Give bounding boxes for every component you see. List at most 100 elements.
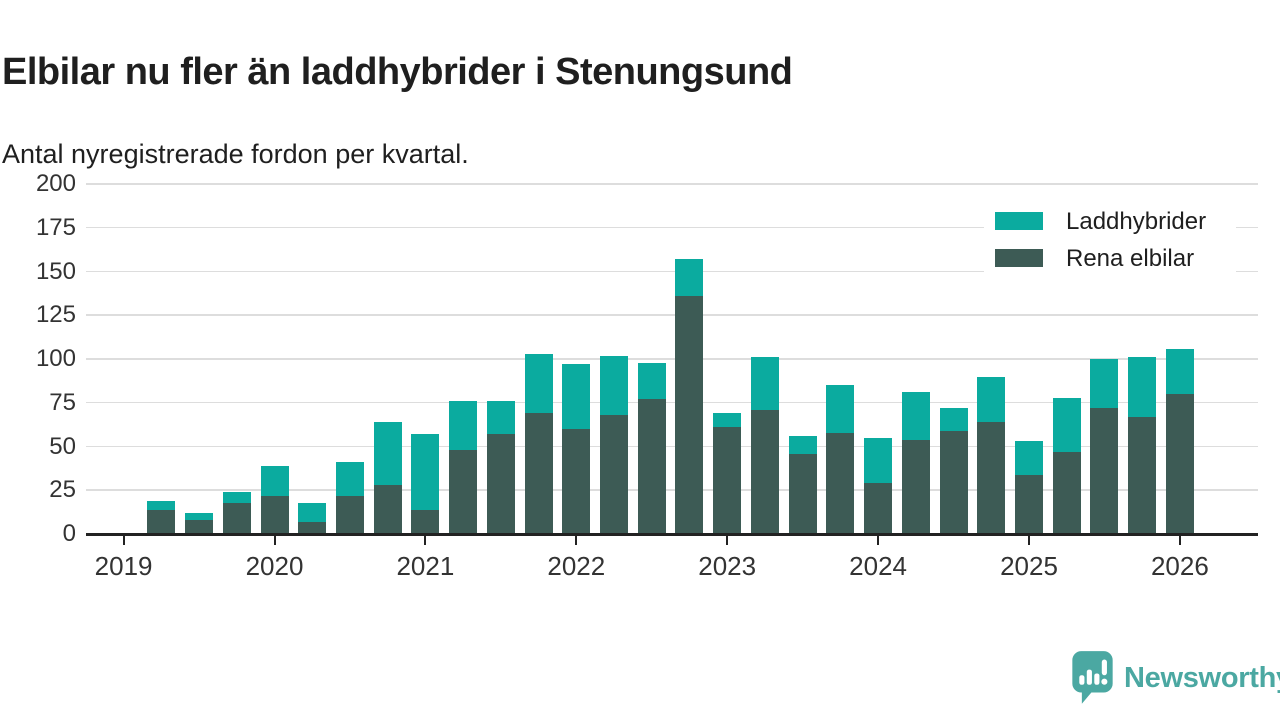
y-axis-tick-label: 0 [62, 520, 76, 547]
bar-segment-rena-elbilar [185, 520, 214, 534]
bar-segment-laddhybrider [1015, 441, 1043, 475]
bar-segment-rena-elbilar [939, 430, 968, 534]
x-axis-year-label: 2023 [698, 551, 757, 581]
gridline [86, 314, 1258, 316]
bar-segment-laddhybrider [486, 401, 515, 435]
y-axis-tick-label: 150 [35, 257, 76, 285]
legend-swatch-rena-elbilar [995, 249, 1043, 267]
bar-segment-laddhybrider [864, 437, 893, 484]
legend-label-rena-elbilar: Rena elbilar [1066, 245, 1195, 272]
bar-segment-laddhybrider [147, 500, 176, 510]
bar-segment-rena-elbilar [147, 509, 176, 534]
bar-chart-plot-area: 0 25 50 75 100 125 150 175 200 2019 2020 2021 2022 20… [35, 170, 1258, 581]
bar-segment-laddhybrider [675, 259, 704, 296]
y-axis-tick-label: 125 [35, 301, 76, 329]
bar-segment-laddhybrider [788, 436, 817, 454]
gridline [86, 183, 1258, 185]
bar-segment-laddhybrider [298, 502, 327, 522]
bar-segment-laddhybrider [524, 353, 553, 414]
bar-segment-rena-elbilar [562, 429, 591, 534]
bar-segment-rena-elbilar [675, 296, 704, 534]
legend-swatch-laddhybrider [995, 212, 1043, 230]
bar-segment-rena-elbilar [1165, 394, 1194, 534]
x-axis-tick-mark [726, 535, 729, 545]
x-axis-tick-mark [122, 535, 125, 545]
bar-segment-rena-elbilar [222, 502, 251, 534]
bar-segment-laddhybrider [562, 364, 591, 429]
bar-segment-laddhybrider [185, 513, 214, 520]
y-axis-tick-label: 100 [35, 345, 76, 372]
bar-segment-rena-elbilar [826, 432, 855, 534]
bar-segment-laddhybrider [901, 392, 930, 440]
bar-segment-rena-elbilar [1052, 451, 1081, 534]
x-axis-year-label: 2026 [1150, 551, 1209, 581]
bar-segment-rena-elbilar [260, 495, 289, 534]
bar-segment-laddhybrider [335, 462, 364, 496]
x-axis-line [86, 532, 1258, 536]
bar-segment-rena-elbilar [524, 413, 553, 534]
x-axis-tick-mark [424, 535, 427, 545]
x-axis-tick-mark [1178, 535, 1181, 545]
bar-segment-rena-elbilar [713, 427, 742, 534]
bar-segment-laddhybrider [1090, 359, 1119, 408]
y-axis-tick-label: 25 [49, 476, 76, 504]
x-axis-year-label: 2022 [547, 551, 606, 581]
bar-segment-rena-elbilar [298, 521, 327, 534]
bar-segment-laddhybrider [373, 422, 402, 485]
bar-segment-rena-elbilar [1015, 474, 1043, 534]
bar-segment-rena-elbilar [411, 509, 440, 534]
bar-segment-rena-elbilar [901, 439, 930, 534]
bar-segment-rena-elbilar [977, 422, 1006, 534]
bar-segment-laddhybrider [1128, 357, 1157, 417]
bar-segment-laddhybrider [222, 492, 251, 503]
newsworthy-bubble-icon [1072, 651, 1113, 704]
bar-segment-laddhybrider [411, 434, 440, 510]
legend-label-laddhybrider: Laddhybrider [1066, 208, 1207, 235]
bar-segment-rena-elbilar [486, 434, 515, 534]
bar-segment-rena-elbilar [1128, 416, 1157, 534]
bar-segment-laddhybrider [449, 401, 478, 450]
x-axis-tick-mark [877, 535, 880, 545]
x-axis-tick-mark [1028, 535, 1030, 545]
bar-segment-laddhybrider [260, 465, 289, 496]
gridline [86, 358, 1258, 360]
x-axis-tick-mark [273, 535, 276, 545]
x-axis-tick-mark [575, 535, 578, 545]
y-axis-tick-label: 75 [49, 388, 76, 416]
gridline [86, 489, 1258, 491]
y-axis-tick-label: 50 [49, 432, 76, 460]
bar-segment-laddhybrider [600, 355, 629, 415]
y-axis-tick-label: 200 [35, 170, 76, 197]
bar-segment-laddhybrider [1052, 397, 1081, 452]
newsworthy-wordmark: Newsworthy [1124, 661, 1280, 694]
bar-segment-laddhybrider [713, 413, 742, 428]
bar-segment-rena-elbilar [637, 399, 666, 534]
bar-segment-rena-elbilar [373, 485, 402, 534]
bar-segment-rena-elbilar [449, 450, 478, 534]
x-axis-year-label: 2019 [94, 551, 153, 581]
bar-segment-rena-elbilar [335, 495, 364, 534]
gridline [86, 226, 1258, 229]
bar-segment-laddhybrider [1165, 348, 1194, 394]
x-axis-year-label: 2024 [849, 551, 908, 581]
bar-segment-laddhybrider [977, 376, 1006, 422]
x-axis-year-label: 2020 [245, 551, 304, 581]
chart-legend: Laddhybrider Rena elbilar [984, 202, 1236, 278]
gridline [86, 401, 1258, 404]
bar-segment-laddhybrider [637, 362, 666, 400]
bar-segment-laddhybrider [750, 357, 779, 410]
bar-segment-rena-elbilar [864, 483, 893, 534]
gridline [86, 270, 1258, 272]
gridline [86, 445, 1258, 447]
bar-segment-rena-elbilar [1090, 408, 1119, 534]
bar-segment-laddhybrider [826, 385, 855, 433]
x-axis-year-label: 2021 [396, 551, 455, 581]
newsworthy-logo: Newsworthy [1070, 650, 1280, 706]
bar-segment-rena-elbilar [600, 415, 629, 534]
bar-segment-rena-elbilar [788, 453, 817, 534]
bar-segment-rena-elbilar [750, 409, 779, 534]
y-axis-tick-label: 175 [35, 213, 76, 241]
page-subtitle: Antal nyregistrerade fordon per kvartal. [2, 139, 469, 169]
x-axis-year-label: 2025 [1000, 551, 1058, 581]
bar-segment-laddhybrider [939, 408, 968, 431]
